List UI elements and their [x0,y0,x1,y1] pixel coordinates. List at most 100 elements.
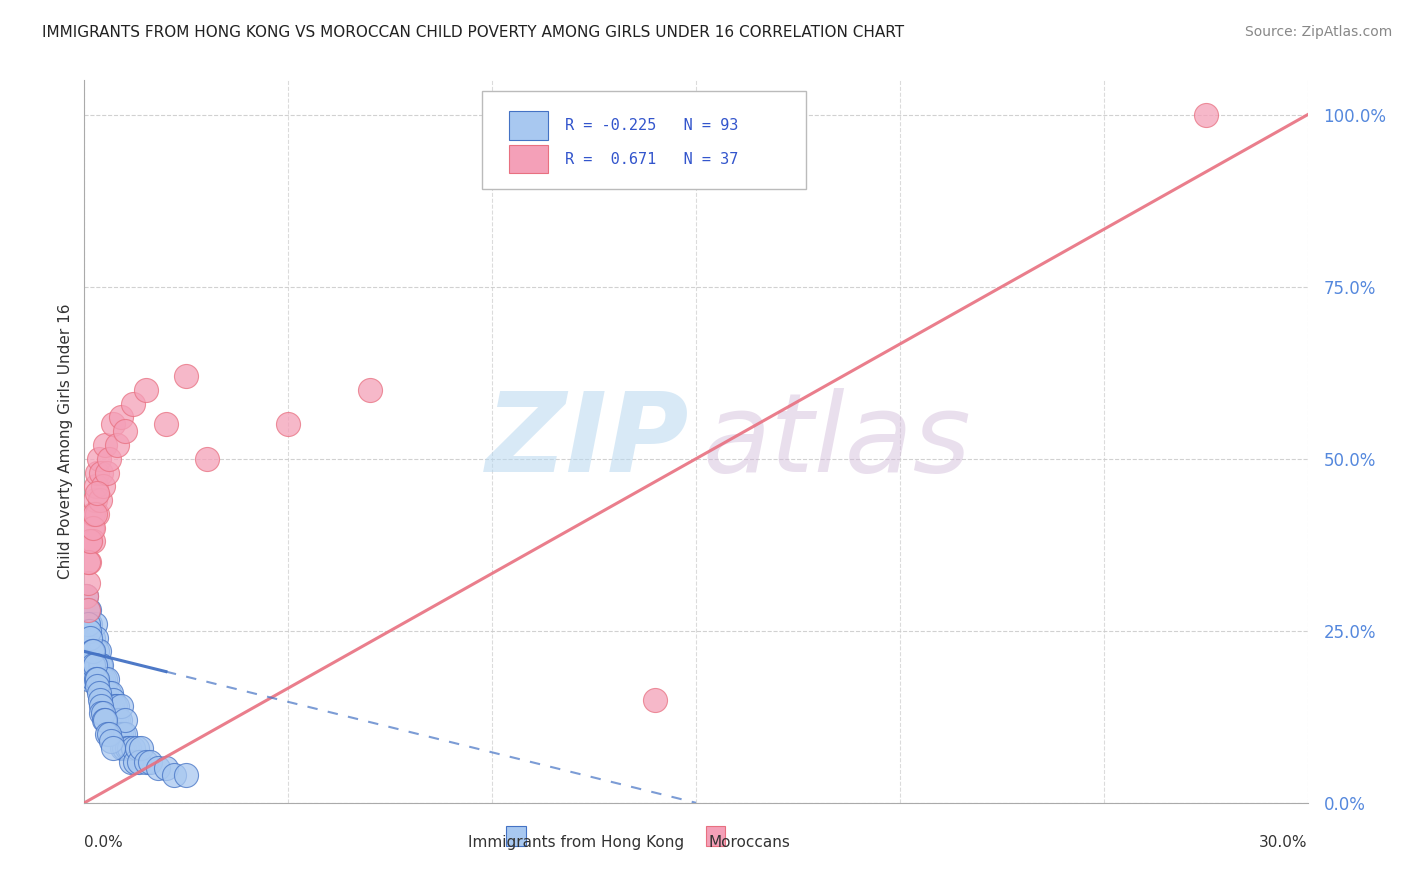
Point [77,672,100,686]
Point [118,740,141,755]
Bar [506,826,526,847]
Point [1195,108,1218,122]
Point [76,603,98,617]
Point [146,761,169,775]
Text: R =  0.671   N = 37: R = 0.671 N = 37 [565,152,738,167]
Text: R = -0.225   N = 93: R = -0.225 N = 93 [565,118,738,133]
Point [93,699,115,714]
Point [122,740,145,755]
Point [104,727,127,741]
Point [101,417,124,432]
Point [82,534,104,549]
Point [77,624,100,638]
Point [97,686,120,700]
Point [96,466,118,480]
Text: Immigrants from Hong Kong: Immigrants from Hong Kong [468,835,683,850]
Point [90,686,112,700]
Point [91,706,114,721]
Point [101,692,124,706]
Point [359,383,381,397]
Point [90,706,112,721]
Bar [509,111,548,139]
Point [82,644,104,658]
Point [100,713,122,727]
Point [79,631,101,645]
Point [104,699,127,714]
Point [83,616,105,631]
Point [155,417,177,432]
Text: ZIP: ZIP [486,388,690,495]
Point [86,672,108,686]
Point [83,493,105,508]
Point [86,486,108,500]
Point [79,616,101,631]
Point [90,672,112,686]
Point [82,631,104,645]
Point [135,383,157,397]
Point [127,740,149,755]
Point [86,658,108,673]
Point [124,755,146,769]
Point [77,603,100,617]
Point [93,438,115,452]
Point [79,534,101,549]
Point [82,507,104,521]
Point [96,672,118,686]
Point [100,686,122,700]
Point [105,699,128,714]
Text: 0.0%: 0.0% [84,835,124,850]
Point [112,727,135,741]
Point [103,713,125,727]
Point [100,734,122,748]
Point [77,575,100,590]
Point [86,644,108,658]
Y-axis label: Child Poverty Among Girls Under 16: Child Poverty Among Girls Under 16 [58,304,73,579]
Point [101,699,124,714]
Point [174,768,197,782]
Point [83,507,105,521]
Point [107,713,129,727]
Point [163,768,186,782]
Point [80,658,103,673]
Point [89,692,111,706]
Point [89,658,111,673]
Point [112,740,135,755]
Point [87,672,110,686]
Point [174,369,197,384]
Point [155,761,177,775]
Point [84,479,107,493]
Point [90,658,112,673]
Point [93,713,115,727]
Point [87,451,110,466]
Point [110,713,132,727]
Point [115,740,138,755]
Point [79,534,101,549]
Point [101,713,124,727]
Point [83,658,105,673]
Point [75,590,97,604]
Point [93,672,115,686]
Point [138,755,160,769]
Point [110,410,132,425]
Point [86,679,108,693]
Point [91,692,114,706]
Point [79,644,101,658]
Point [277,417,299,432]
Point [122,397,145,411]
Point [110,727,132,741]
Point [76,603,98,617]
Point [76,644,98,658]
Point [87,644,110,658]
Point [97,451,120,466]
Point [101,740,124,755]
Point [114,713,136,727]
Point [91,479,114,493]
Point [90,466,112,480]
Point [97,699,120,714]
Point [96,699,118,714]
Point [114,424,136,438]
Point [77,555,100,569]
Point [644,692,666,706]
Point [75,658,97,673]
Point [97,727,120,741]
